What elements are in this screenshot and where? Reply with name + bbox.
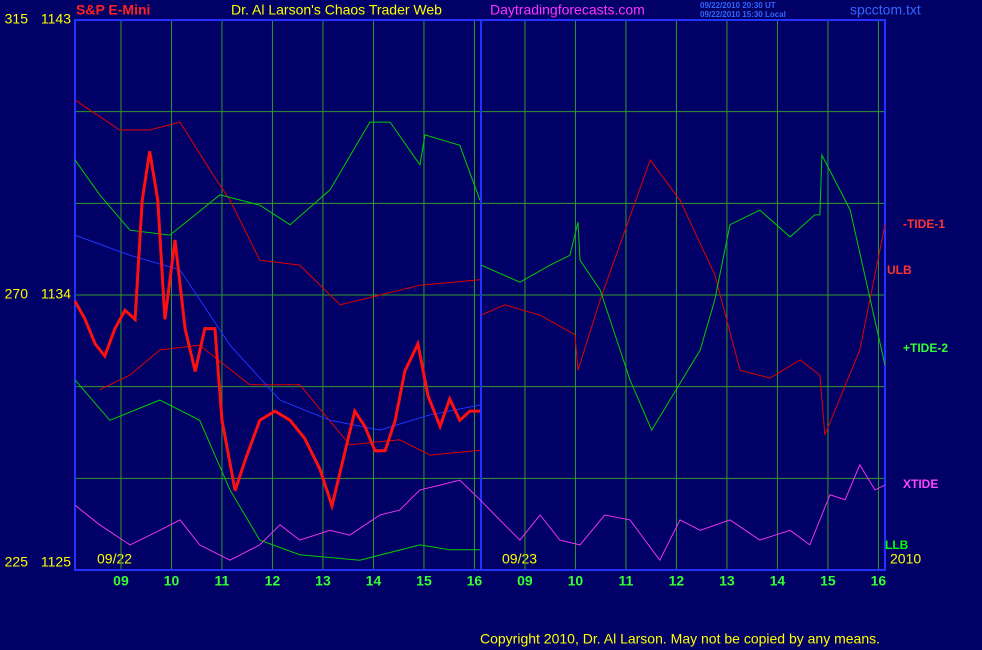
y-tick-label: 225 xyxy=(5,554,29,570)
series-line xyxy=(480,158,886,436)
stamp: 09/22/2010 20:30 UT xyxy=(700,1,776,10)
x-tick-label: 14 xyxy=(770,573,786,589)
y2-tick-label: 1143 xyxy=(41,11,71,27)
y2-tick-label: 1125 xyxy=(41,554,71,570)
legend-label: LLB xyxy=(885,538,909,552)
price-line xyxy=(73,151,480,512)
legend-label: -TIDE-1 xyxy=(903,217,945,231)
series-line xyxy=(480,153,886,432)
series-line xyxy=(74,463,886,562)
legend-label: ULB xyxy=(887,263,912,277)
x-tick-label: 13 xyxy=(719,573,735,589)
x-tick-label: 15 xyxy=(820,573,836,589)
x-tick-label: 13 xyxy=(315,573,331,589)
copyright: Copyright 2010, Dr. Al Larson. May not b… xyxy=(480,631,880,647)
chart-title: Dr. Al Larson's Chaos Trader Web xyxy=(231,2,442,18)
date-label: 2010 xyxy=(890,551,921,567)
x-tick-label: 12 xyxy=(669,573,685,589)
series-line xyxy=(74,234,481,431)
x-tick-label: 11 xyxy=(619,573,634,589)
legend-label: XTIDE xyxy=(903,477,938,491)
y2-tick-label: 1134 xyxy=(41,286,71,302)
site: Daytradingforecasts.com xyxy=(490,2,645,18)
stamp: 09/22/2010 15:30 Local xyxy=(700,10,786,19)
date-label: 09/22 xyxy=(97,551,132,567)
legend-label: +TIDE-2 xyxy=(903,341,948,355)
x-tick-label: 16 xyxy=(871,573,887,589)
file-name: spcctom.txt xyxy=(850,2,921,18)
series-line xyxy=(74,121,481,236)
x-tick-label: 10 xyxy=(164,573,180,589)
y-tick-label: 315 xyxy=(5,11,29,27)
x-tick-label: 15 xyxy=(416,573,432,589)
y-tick-label: 270 xyxy=(5,286,29,302)
x-tick-label: 09 xyxy=(113,573,129,589)
x-tick-label: 12 xyxy=(265,573,281,589)
x-tick-label: 11 xyxy=(215,573,230,589)
x-tick-label: 10 xyxy=(568,573,584,589)
x-tick-label: 14 xyxy=(366,573,382,589)
series-line xyxy=(74,99,481,306)
instrument: S&P E-Mini xyxy=(76,2,150,18)
x-tick-label: 09 xyxy=(517,573,533,589)
date-label: 09/23 xyxy=(502,551,537,567)
x-tick-label: 16 xyxy=(467,573,483,589)
series-line xyxy=(99,344,481,456)
series-line xyxy=(74,379,480,561)
